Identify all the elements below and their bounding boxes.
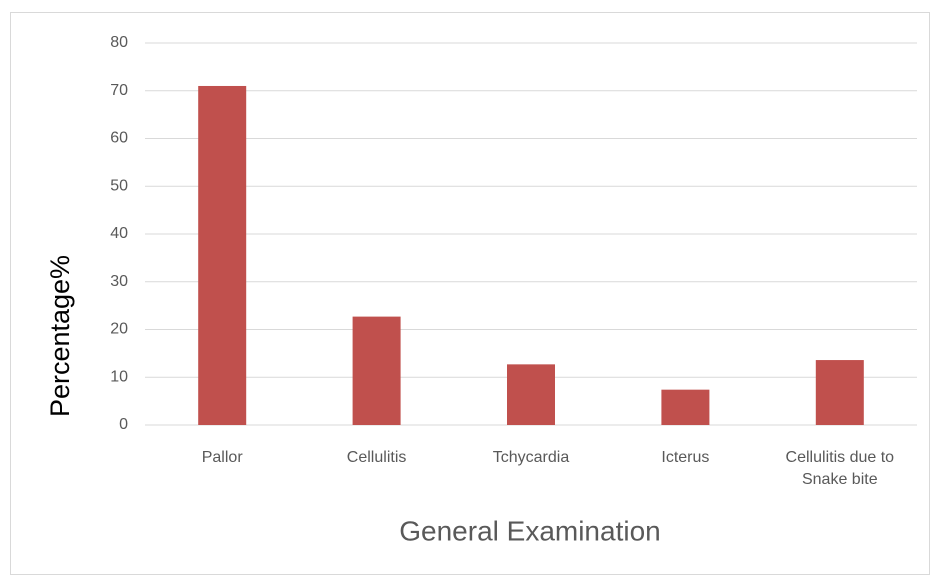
x-tick-label: Pallor <box>201 449 243 466</box>
y-tick-label: 50 <box>110 177 128 194</box>
x-tick-label: Cellulitis <box>346 449 407 466</box>
chart-border <box>10 12 930 575</box>
x-axis-title: General Examination <box>399 515 660 546</box>
bar <box>815 360 864 425</box>
y-tick-label: 10 <box>110 368 128 385</box>
y-axis-title: Percentage% <box>45 255 75 417</box>
bar <box>352 316 401 425</box>
y-tick-label: 60 <box>110 130 128 147</box>
bar <box>661 389 710 425</box>
x-tick-label: Tchycardia <box>492 449 570 466</box>
y-tick-label: 0 <box>119 416 128 433</box>
y-tick-label: 80 <box>110 34 128 51</box>
y-tick-label: 30 <box>110 273 128 290</box>
bar <box>507 364 555 425</box>
y-tick-label: 20 <box>110 321 128 338</box>
x-tick-label: Icterus <box>661 449 710 466</box>
y-tick-label: 40 <box>110 225 128 242</box>
x-tick-label: Cellulitis due to Snake bite <box>785 449 895 488</box>
y-tick-label: 70 <box>110 82 128 99</box>
bar <box>198 85 247 425</box>
